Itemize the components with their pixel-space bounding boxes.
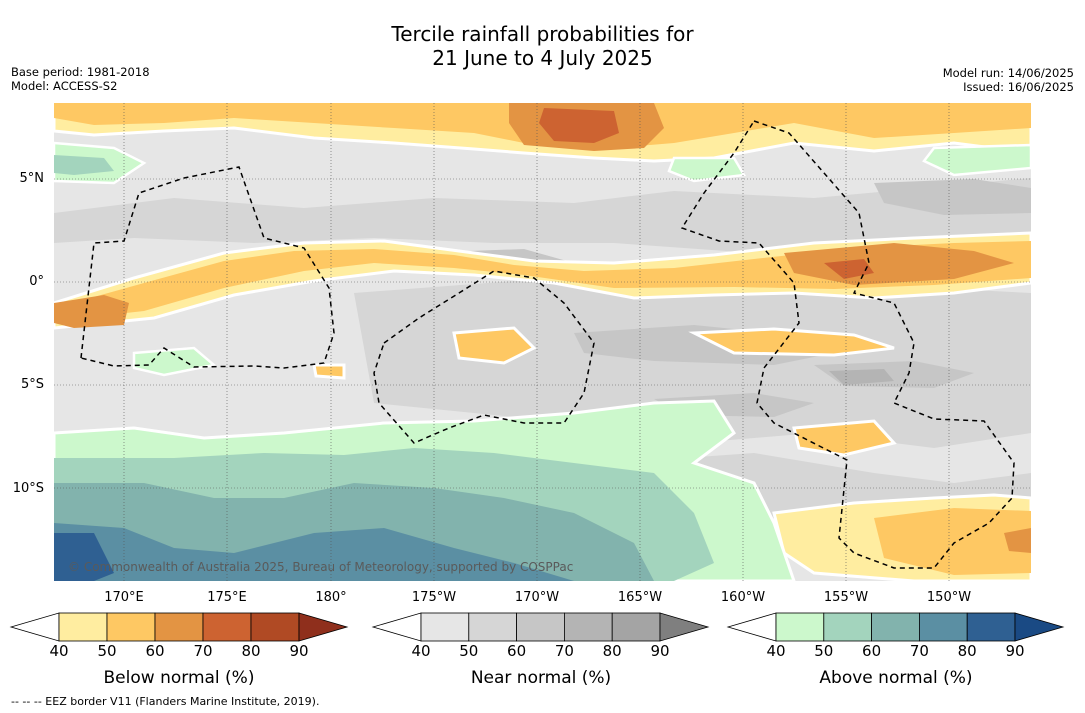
below-normal-region-west-70 (54, 295, 129, 328)
colorbar-tick-label: 60 (862, 642, 882, 660)
eez-legend-footer: -- -- -- EEZ border V11 (Flanders Marine… (11, 695, 320, 708)
colorbar-above-normal (726, 612, 1065, 642)
colorbar-tick-label: 70 (554, 642, 574, 660)
below-normal-region-equator-60 (54, 241, 1031, 321)
below-normal-region-southeast-70 (1004, 528, 1031, 553)
colorbar-segment (516, 612, 565, 642)
colorbar-right-arrow (659, 612, 710, 642)
colorbar-tick-label: 40 (49, 642, 69, 660)
above-normal-region-southwest-80 (54, 533, 114, 581)
lat-label-5s: 5°S (20, 377, 44, 392)
colorbar-tick-label: 70 (193, 642, 213, 660)
colorbar-near-normal (371, 612, 710, 642)
lon-label-165w: 165°W (617, 590, 663, 605)
base-period: Base period: 1981-2018 (11, 65, 150, 79)
above-normal-patch-north-50 (54, 155, 114, 175)
colorbar-segment (823, 612, 872, 642)
colorbar-segment (871, 612, 920, 642)
lon-label-160w: 160°W (720, 590, 766, 605)
colorbar-segment (966, 612, 1016, 642)
colorbar-tick-label: 80 (957, 642, 977, 660)
rainfall-probability-map: © Commonwealth of Australia 2025, Bureau… (54, 103, 1031, 581)
below-normal-region-north-80 (539, 108, 619, 143)
lat-label-10s: 10°S (12, 481, 44, 496)
colorbar-segment (202, 612, 252, 642)
colorbar-right-arrow (1014, 612, 1065, 642)
colorbar-segment (775, 612, 825, 642)
colorbar-segment (919, 612, 968, 642)
near-normal-darkest-patch (829, 369, 894, 385)
colorbar-tick-label: 50 (814, 642, 834, 660)
colorbar-segment (106, 612, 156, 642)
colorbar-segment (250, 612, 300, 642)
above-normal-patch-center (132, 346, 217, 377)
lon-label-175e: 175°E (207, 590, 247, 605)
colorbar-segment (420, 612, 470, 642)
colorbar-segment (468, 612, 517, 642)
lat-label-5n: 5°N (19, 171, 45, 186)
colorbar-tick-label: 80 (602, 642, 622, 660)
model-run: Model run: 14/06/2025 (942, 66, 1074, 80)
lon-label-155w: 155°W (823, 590, 869, 605)
colorbar-title-above: Above normal (%) (819, 668, 973, 688)
eez-borders (80, 120, 1015, 569)
model-name: Model: ACCESS-S2 (11, 79, 118, 93)
colorbars (9, 612, 1065, 642)
colorbar-left-arrow (9, 612, 60, 642)
colorbar-segment (154, 612, 204, 642)
colorbar-tick-label: 60 (145, 642, 165, 660)
lon-label-175w: 175°W (411, 590, 457, 605)
colorbar-tick-label: 40 (766, 642, 786, 660)
colorbar-tick-label: 90 (1005, 642, 1025, 660)
title-line-2: 21 June to 4 July 2025 (432, 46, 653, 70)
above-normal-region-southwest-70 (54, 523, 574, 581)
colorbar-tick-label: 90 (650, 642, 670, 660)
title-line-1: Tercile rainfall probabilities for (391, 22, 694, 46)
lon-label-170w: 170°W (514, 590, 560, 605)
colorbar-tick-label: 70 (909, 642, 929, 660)
meta-right: Model run: 14/06/2025 Issued: 16/06/2025 (943, 66, 1074, 94)
colorbar-segment (58, 612, 108, 642)
below-normal-region-equator-80 (824, 259, 874, 279)
colorbar-title-below: Below normal (%) (103, 668, 255, 688)
colorbar-segment (564, 612, 613, 642)
colorbar-tick-label: 50 (459, 642, 479, 660)
graticule (54, 103, 1031, 581)
lon-label-170e: 170°E (104, 590, 144, 605)
lon-label-180: 180° (315, 590, 347, 605)
colorbar-tick-label: 40 (411, 642, 431, 660)
copyright-text: © Commonwealth of Australia 2025, Bureau… (68, 560, 573, 574)
lat-label-0: 0° (29, 274, 44, 289)
colorbar-below-normal (9, 612, 349, 642)
meta-left: Base period: 1981-2018 Model: ACCESS-S2 (11, 65, 150, 93)
colorbar-tick-label: 60 (507, 642, 527, 660)
colorbar-left-arrow (726, 612, 777, 642)
map-title: Tercile rainfall probabilities for 21 Ju… (0, 22, 1085, 70)
colorbar-tick-label: 90 (289, 642, 309, 660)
colorbar-segment (611, 612, 661, 642)
colorbar-left-arrow (371, 612, 422, 642)
colorbar-tick-label: 80 (241, 642, 261, 660)
colorbar-right-arrow (298, 612, 349, 642)
issued-date: Issued: 16/06/2025 (963, 80, 1074, 94)
below-normal-region-southeast-60 (874, 508, 1031, 575)
colorbar-tick-label: 50 (97, 642, 117, 660)
colorbar-title-near: Near normal (%) (470, 668, 612, 688)
lon-label-150w: 150°W (926, 590, 972, 605)
